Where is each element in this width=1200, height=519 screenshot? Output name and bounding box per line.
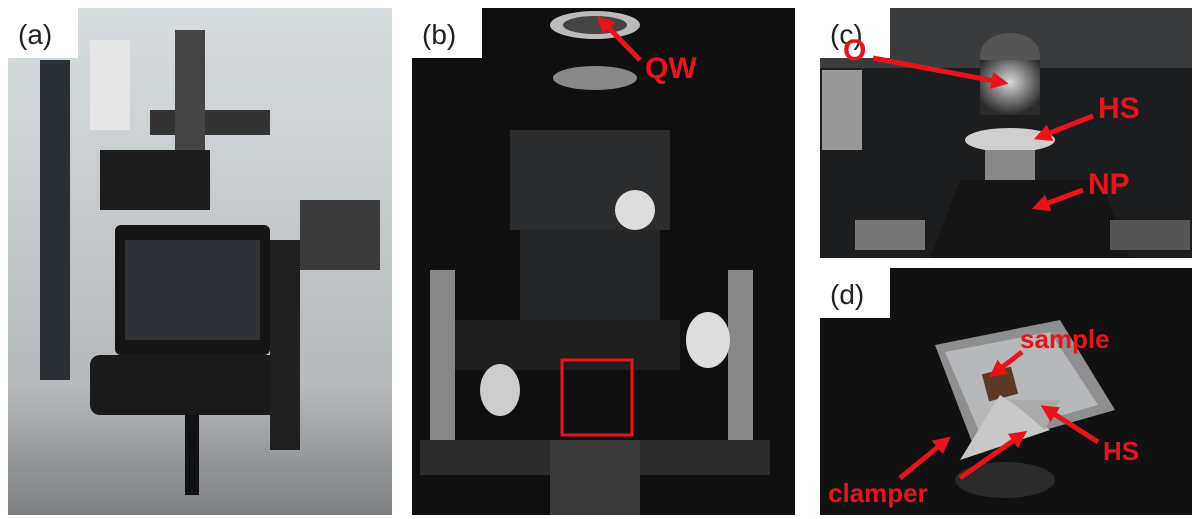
- photo-b: [412, 8, 795, 515]
- annotation: O: [843, 34, 866, 67]
- annotation: QW: [645, 52, 697, 85]
- annotation: NP: [1088, 168, 1130, 201]
- panel-label: (b): [422, 19, 456, 50]
- panel-label: (a): [18, 19, 52, 50]
- annotation: HS: [1103, 436, 1139, 466]
- photo-a: [8, 8, 392, 515]
- figure: (a) (b) QW (c) O HS NP: [0, 0, 1200, 519]
- panel-label: (d): [830, 279, 864, 310]
- annotation: sample: [1020, 324, 1110, 354]
- annotation: HS: [1098, 92, 1140, 125]
- annotation: clamper: [828, 478, 928, 508]
